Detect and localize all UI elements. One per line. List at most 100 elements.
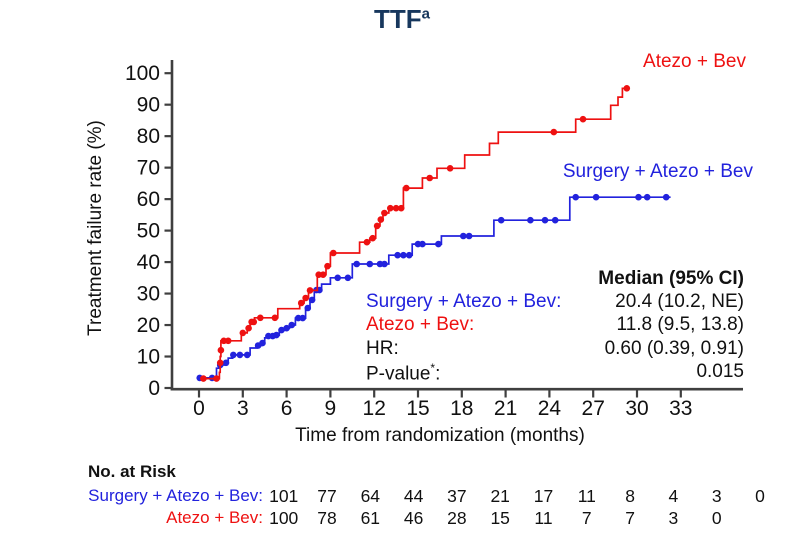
km-marker-blue (236, 351, 244, 359)
x-tick-label: 21 (494, 397, 517, 420)
km-marker-red (330, 249, 337, 257)
x-tick-label: 15 (406, 397, 429, 420)
risk-table-title: No. at Risk (88, 462, 176, 481)
km-marker-blue (635, 193, 642, 201)
y-tick-label: 20 (137, 314, 160, 337)
km-marker-red (271, 314, 279, 322)
risk-value: 7 (582, 508, 592, 528)
risk-value: 46 (404, 508, 423, 528)
km-marker-red (381, 209, 388, 217)
km-marker-red (377, 216, 385, 223)
km-marker-red (213, 375, 220, 382)
y-axis-title: Treatment failure rate (%) (85, 120, 106, 336)
risk-value: 61 (361, 508, 380, 528)
risk-value: 21 (490, 486, 509, 506)
stat-row: P-value*: 0.015 (366, 361, 744, 384)
km-marker-red (297, 299, 305, 307)
km-marker-red (245, 324, 252, 332)
stat-label: Atezo + Bev: (366, 314, 475, 336)
km-marker-blue (243, 351, 251, 359)
x-tick-label: 18 (450, 397, 473, 420)
km-marker-blue (259, 339, 266, 347)
risk-value: 64 (361, 486, 381, 506)
stat-value: 0.015 (696, 360, 744, 382)
km-marker-red (426, 174, 434, 182)
km-marker-blue (334, 274, 342, 282)
y-tick-label: 60 (137, 188, 160, 211)
y-tick-label: 0 (148, 377, 160, 400)
km-marker-blue (497, 216, 505, 224)
y-tick-label: 90 (137, 94, 160, 117)
y-tick-label: 30 (137, 283, 160, 306)
risk-value: 11 (534, 508, 552, 528)
stats-rows: Surgery + Atezo + Bev: 20.4 (10.2, NE) Ate… (366, 291, 744, 384)
km-marker-red (387, 204, 394, 212)
km-marker-red (216, 359, 224, 367)
km-marker-blue (353, 260, 361, 268)
risk-value: 100 (269, 508, 298, 528)
km-marker-blue (643, 193, 651, 201)
km-marker-blue (405, 251, 413, 259)
y-tick-label: 100 (125, 62, 160, 85)
risk-row-label: Surgery + Atezo + Bev: (88, 486, 263, 505)
risk-value: 101 (269, 486, 298, 506)
risk-value: 3 (669, 508, 679, 528)
title-superscript: a (421, 5, 430, 23)
risk-value: 37 (447, 486, 466, 506)
legend-label-surgery-atezo-bev: Surgery + Atezo + Bev (562, 161, 753, 182)
risk-value: 11 (578, 486, 596, 506)
km-marker-red (324, 262, 331, 270)
km-marker-blue (460, 232, 467, 240)
stat-label: Surgery + Atezo + Bev: (366, 291, 562, 312)
risk-value: 77 (317, 486, 336, 506)
km-marker-blue (465, 232, 473, 240)
risk-value: 0 (712, 508, 722, 528)
y-tick-label: 40 (137, 251, 160, 274)
km-marker-blue (288, 321, 296, 329)
stat-row: Surgery + Atezo + Bev: 20.4 (10.2, NE) (366, 291, 744, 314)
km-marker-blue (366, 260, 374, 268)
km-marker-red (579, 115, 587, 123)
km-marker-blue (419, 240, 426, 248)
km-marker-blue (273, 331, 280, 339)
stat-label: HR: (366, 337, 399, 359)
legend-label-atezo-bev: Atezo + Bev (643, 51, 746, 72)
risk-value: 78 (317, 508, 336, 528)
stat-value: 0.60 (0.39, 0.91) (604, 337, 744, 359)
title-text: TTF (374, 4, 422, 34)
km-marker-blue (662, 193, 670, 201)
x-tick-label: 30 (625, 397, 648, 420)
risk-value: 0 (755, 486, 765, 506)
risk-row-label: Atezo + Bev: (166, 508, 263, 527)
km-marker-blue (222, 359, 230, 367)
risk-value: 8 (625, 486, 635, 506)
km-marker-red (397, 204, 405, 212)
km-marker-blue (283, 324, 290, 332)
y-tick-label: 50 (137, 220, 160, 243)
km-marker-blue (308, 296, 316, 304)
km-marker-blue (299, 314, 307, 322)
km-marker-red (217, 346, 225, 354)
km-marker-blue (344, 274, 352, 282)
risk-value: 7 (625, 508, 635, 528)
km-marker-blue (541, 216, 549, 224)
km-marker-red (257, 314, 264, 322)
x-axis-title: Time from randomization (months) (295, 425, 585, 446)
risk-value: 44 (404, 486, 424, 506)
stat-value: 20.4 (10.2, NE) (615, 291, 744, 312)
stat-row: Atezo + Bev: 11.8 (9.5, 13.8) (366, 314, 744, 337)
y-tick-label: 80 (137, 125, 160, 148)
km-marker-blue (400, 251, 407, 259)
km-marker-red (319, 271, 327, 279)
km-marker-red (403, 184, 410, 192)
km-marker-red (239, 329, 247, 337)
stat-value: 11.8 (9.5, 13.8) (616, 314, 744, 336)
km-marker-red (302, 294, 309, 302)
km-marker-blue (551, 216, 559, 224)
risk-value: 17 (534, 486, 553, 506)
km-marker-blue (527, 216, 534, 224)
km-marker-red (306, 287, 314, 294)
x-tick-label: 0 (193, 397, 205, 420)
km-marker-red (373, 222, 381, 230)
page-title: TTFa (0, 4, 804, 35)
